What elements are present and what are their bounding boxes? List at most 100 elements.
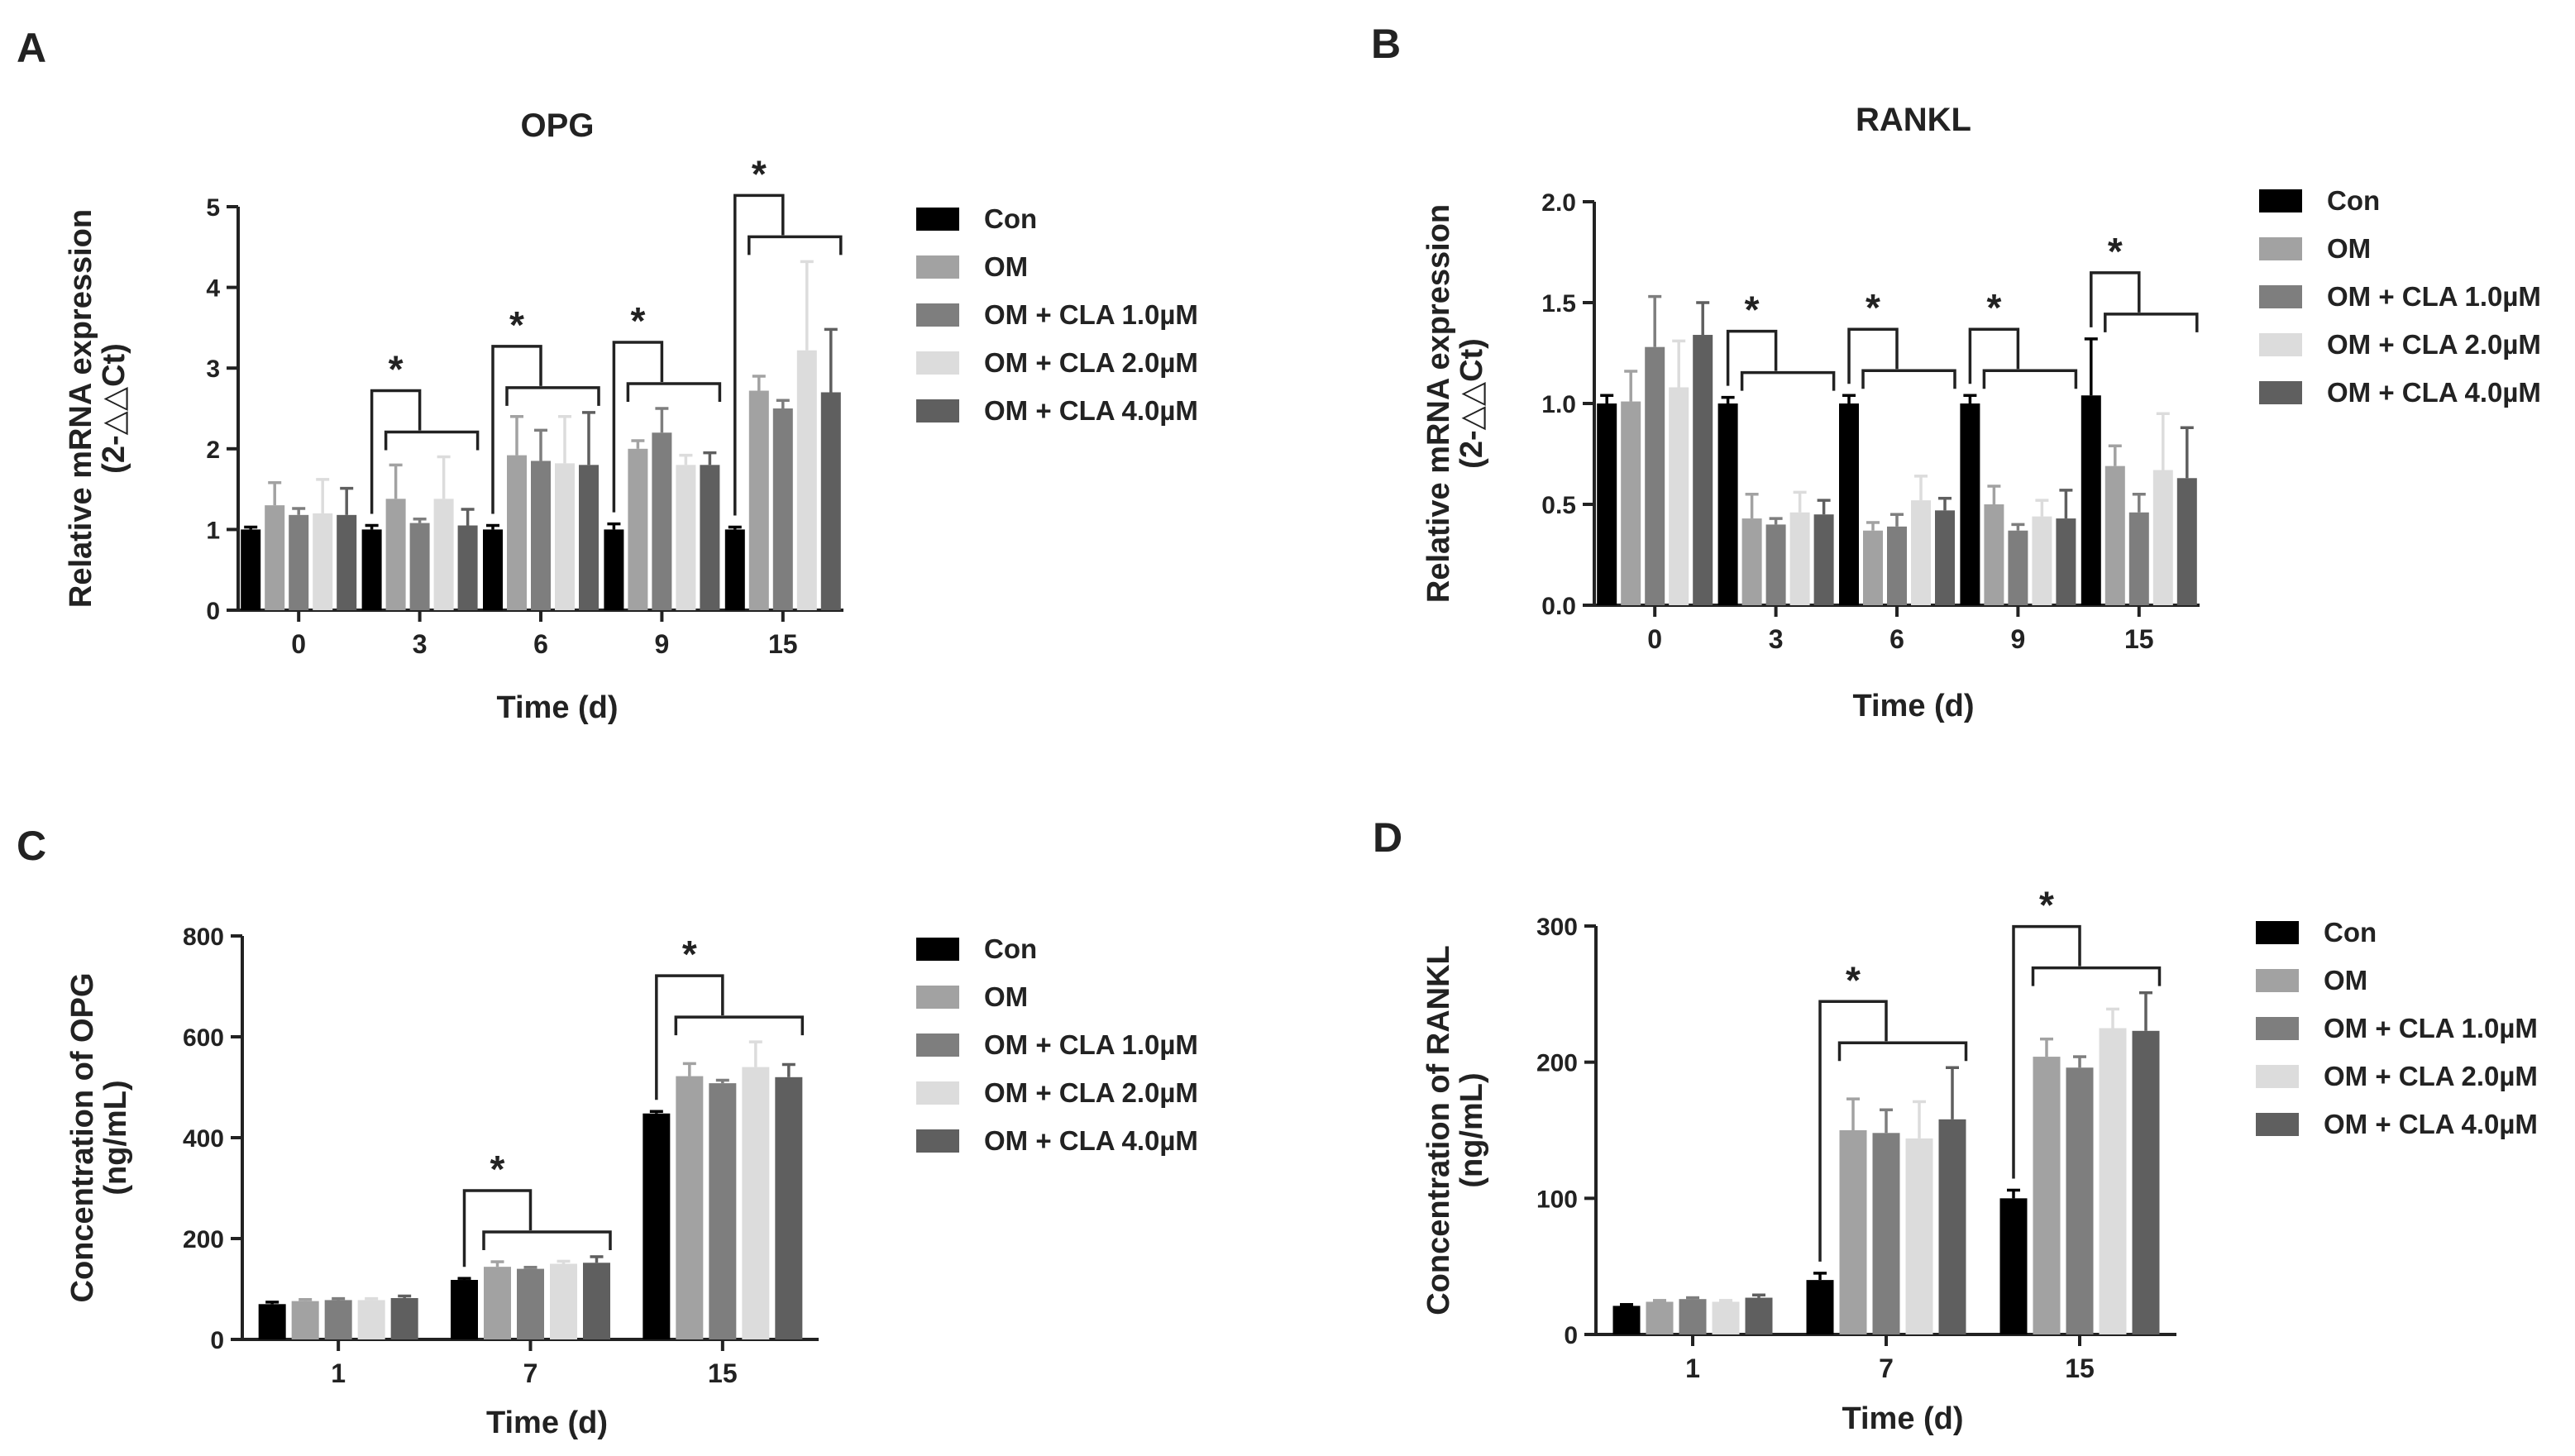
y-tick-label: 0	[210, 1327, 224, 1354]
legend-swatch	[916, 1129, 959, 1153]
bar	[1717, 403, 1738, 605]
significance-bracket	[733, 193, 785, 516]
legend-swatch	[916, 208, 959, 231]
bar	[2081, 395, 2101, 605]
legend-label: OM	[984, 981, 1028, 1012]
bar	[241, 529, 261, 610]
bar	[1938, 1119, 1966, 1334]
legend-swatch	[2259, 189, 2302, 212]
bar	[1765, 524, 1786, 605]
bar	[1597, 403, 1617, 605]
y-tick-label: 300	[1536, 914, 1578, 941]
legend-label: OM + CLA 4.0µM	[984, 1125, 1198, 1156]
bar	[313, 513, 333, 610]
y-axis-label-line: Concentration of OPG	[65, 973, 100, 1303]
bar	[337, 514, 357, 610]
significance-bracket-inner	[384, 430, 480, 451]
bar	[1984, 504, 2004, 605]
legend-label: Con	[984, 203, 1037, 234]
bar	[1872, 1133, 1900, 1334]
x-tick-label: 0	[1647, 624, 1662, 654]
bar	[579, 465, 599, 610]
y-tick-label: 2	[206, 437, 220, 464]
x-tick-label: 15	[768, 629, 798, 659]
bar	[1813, 514, 1834, 605]
legend-label: OM + CLA 1.0µM	[984, 299, 1198, 330]
x-tick-label: 1	[331, 1358, 346, 1388]
bar	[2132, 1030, 2160, 1334]
significance-bracket	[1726, 329, 1778, 386]
x-tick-label: 9	[2011, 624, 2026, 654]
legend-label: OM	[2327, 233, 2371, 264]
chart-title: OPG	[521, 107, 595, 144]
chart-title: RANKL	[1856, 102, 1971, 138]
legend-swatch	[2256, 1017, 2299, 1040]
legend-swatch	[2256, 969, 2299, 992]
significance-bracket-inner	[1982, 369, 2078, 389]
bar	[1839, 1130, 1867, 1334]
significance-bracket-inner	[2031, 966, 2162, 986]
panel-letter-b: B	[1371, 21, 1401, 67]
legend: Con OM OM + CLA 1.0µM OM + CLA 2.0µM OM + CL…	[2256, 917, 2538, 1139]
legend: Con OM OM + CLA 1.0µM OM + CLA 2.0µM OM + CL…	[916, 203, 1198, 426]
significance-bracket	[612, 341, 664, 513]
legend-swatch	[916, 399, 959, 422]
legend-label: OM + CLA 4.0µM	[2327, 377, 2541, 408]
significance-bracket-inner	[1861, 369, 1956, 389]
significance-star: *	[682, 933, 697, 976]
y-tick-label: 0.0	[1541, 593, 1576, 620]
significance-bracket	[1968, 327, 2020, 384]
significance-bracket-inner	[505, 386, 600, 406]
bar	[289, 514, 309, 610]
x-tick-label: 1	[1685, 1353, 1700, 1383]
bar	[258, 1304, 286, 1339]
bar	[2152, 470, 2173, 605]
y-tick-label: 0.5	[1541, 492, 1576, 519]
x-axis-label: Time (d)	[1842, 1401, 1963, 1436]
bar	[1905, 1138, 1933, 1334]
legend-label: OM	[984, 251, 1028, 282]
bar	[507, 455, 527, 610]
y-axis-label: Concentration of OPG(ng/mL)	[65, 973, 133, 1303]
legend-label: Con	[2327, 185, 2380, 216]
bar	[742, 1067, 770, 1339]
significance-bracket-inner	[626, 382, 722, 402]
bar	[1679, 1299, 1707, 1334]
bar	[324, 1300, 352, 1339]
significance-star: *	[2108, 230, 2123, 273]
bar	[1741, 518, 1762, 605]
bar	[1887, 526, 1907, 605]
bar	[1863, 530, 1883, 605]
y-tick-label: 1	[206, 517, 220, 544]
legend-swatch	[2259, 333, 2302, 356]
legend-label: OM + CLA 2.0µM	[984, 1077, 1198, 1108]
bar	[2056, 518, 2076, 605]
legend-label: OM + CLA 4.0µM	[984, 395, 1198, 426]
bar	[550, 1263, 577, 1339]
bar	[1712, 1301, 1740, 1334]
y-axis-label-line: (ng/mL)	[98, 1080, 133, 1195]
y-tick-label: 200	[1536, 1050, 1578, 1077]
y-axis-label-line: Concentration of RANKL	[1421, 945, 1456, 1315]
panel-letter-a: A	[17, 25, 46, 71]
bar	[724, 529, 745, 610]
bar	[2176, 478, 2197, 605]
legend-label: OM + CLA 2.0µM	[2324, 1061, 2538, 1091]
legend-swatch	[916, 255, 959, 279]
significance-star: *	[630, 299, 645, 342]
bar	[2008, 530, 2028, 605]
significance-bracket-inner	[482, 1230, 612, 1250]
significance-star: *	[1866, 286, 1880, 329]
bar	[483, 529, 503, 610]
bar	[1621, 401, 1641, 605]
significance-star: *	[1986, 286, 2001, 329]
bar	[555, 463, 575, 610]
significance-bracket-inner	[1740, 370, 1836, 391]
legend-swatch	[2256, 1113, 2299, 1136]
bar	[604, 529, 624, 610]
significance-star: *	[490, 1148, 505, 1191]
significance-bracket	[462, 1189, 533, 1267]
y-tick-label: 1.5	[1541, 290, 1576, 317]
bar	[676, 1076, 704, 1339]
bar	[2033, 1057, 2061, 1334]
